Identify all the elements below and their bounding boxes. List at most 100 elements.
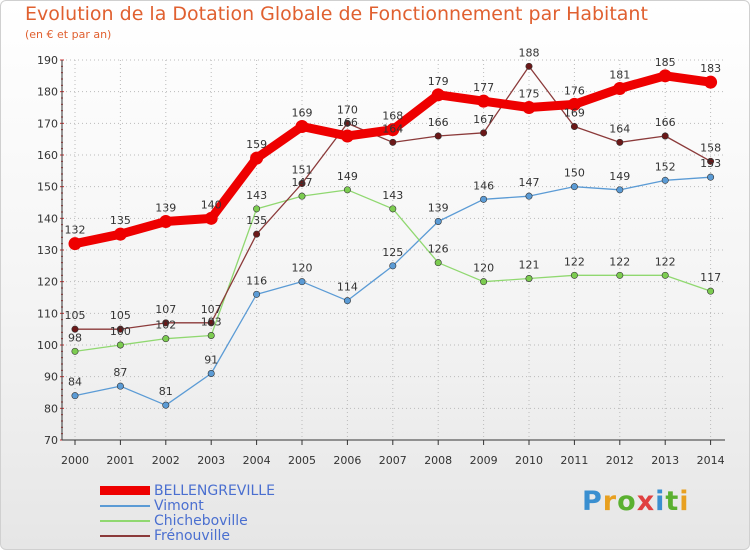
data-point	[386, 123, 400, 137]
data-label: 179	[428, 75, 449, 88]
logo-letter: x	[636, 486, 656, 517]
data-point	[250, 151, 264, 165]
data-label: 103	[201, 316, 222, 329]
data-label: 139	[155, 202, 176, 215]
data-label: 185	[655, 56, 676, 69]
logo-letter: o	[617, 486, 637, 517]
x-tick-label: 2010	[515, 454, 543, 467]
y-tick-label: 100	[37, 339, 58, 352]
data-point	[522, 101, 536, 114]
data-point	[570, 123, 578, 131]
data-label: 166	[655, 116, 676, 129]
data-point	[68, 237, 82, 251]
data-label: 153	[700, 157, 721, 170]
data-label: 135	[110, 214, 131, 227]
data-point	[116, 341, 124, 349]
x-tick-label: 2005	[288, 454, 316, 467]
y-tick-label: 160	[37, 149, 58, 162]
data-label: 120	[473, 262, 494, 275]
x-tick-label: 2000	[61, 454, 89, 467]
data-point	[295, 120, 309, 133]
x-tick-label: 2009	[470, 454, 498, 467]
data-label: 122	[564, 255, 585, 268]
data-label: 81	[159, 385, 173, 398]
y-tick-label: 170	[37, 117, 58, 130]
data-point	[707, 157, 715, 165]
x-tick-label: 2002	[152, 454, 180, 467]
data-point	[207, 331, 215, 339]
data-label: 147	[292, 176, 313, 189]
data-point	[707, 287, 715, 295]
data-label: 164	[609, 122, 630, 135]
proxiti-logo: Proxiti	[582, 486, 690, 517]
data-point	[207, 319, 215, 327]
data-label: 150	[564, 167, 585, 180]
x-tick-label: 2014	[697, 454, 725, 467]
data-label-layer: 84 87 81 91 116 120 114 125 139 146 147 150 149 152 15…	[65, 46, 722, 398]
y-tick-label: 80	[44, 402, 58, 415]
legend-swatch	[100, 486, 150, 495]
data-point	[116, 325, 124, 333]
data-point	[204, 211, 218, 225]
data-point	[570, 183, 578, 191]
data-label: 117	[700, 271, 721, 284]
x-tick-label: 2008	[424, 454, 452, 467]
data-label: 121	[519, 259, 540, 272]
x-tick-label: 2007	[379, 454, 407, 467]
data-point	[71, 325, 79, 333]
series-layer	[68, 62, 718, 409]
data-label: 181	[609, 69, 630, 82]
data-point	[525, 62, 533, 70]
y-tick-label: 180	[37, 86, 58, 99]
x-tick-label: 2001	[106, 454, 134, 467]
legend-entry: BELLENGREVILLE	[100, 482, 275, 499]
y-tick-label: 130	[37, 244, 58, 257]
data-point	[340, 129, 354, 143]
y-tick-label: 90	[44, 371, 58, 384]
data-label: 188	[519, 46, 540, 59]
legend-label: Chicheboville	[154, 512, 248, 529]
data-label: 159	[246, 138, 267, 151]
x-tick-label: 2012	[606, 454, 634, 467]
data-label: 143	[246, 189, 267, 202]
x-tick-label: 2013	[651, 454, 679, 467]
data-point	[613, 82, 627, 95]
data-label: 169	[292, 107, 313, 120]
data-label: 149	[337, 170, 358, 183]
legend-label: BELLENGREVILLE	[154, 482, 275, 499]
data-label: 107	[155, 303, 176, 316]
x-tick-label: 2004	[243, 454, 271, 467]
data-point	[159, 215, 173, 228]
data-point	[434, 218, 442, 226]
x-tick-label: 2011	[560, 454, 588, 467]
data-label: 114	[337, 281, 358, 294]
data-point	[707, 173, 715, 181]
logo-letter: i	[679, 486, 690, 517]
data-point	[71, 347, 79, 355]
data-point	[661, 271, 669, 279]
x-tick-label: 2003	[197, 454, 225, 467]
data-point	[253, 230, 261, 238]
x-tick-label: 2006	[333, 454, 361, 467]
data-point	[570, 271, 578, 279]
y-tick-label: 70	[44, 434, 58, 447]
data-label: 169	[564, 107, 585, 120]
data-point	[389, 262, 397, 270]
data-label: 91	[204, 354, 218, 367]
data-label: 183	[700, 62, 721, 75]
data-point	[298, 278, 306, 286]
data-point	[661, 176, 669, 184]
data-label: 98	[68, 331, 82, 344]
data-label: 102	[155, 319, 176, 332]
data-point	[480, 195, 488, 203]
data-label: 140	[201, 198, 222, 211]
data-point	[434, 259, 442, 267]
chart-subtitle: (en € et par an)	[25, 28, 112, 41]
data-point	[162, 401, 170, 409]
data-point	[113, 227, 127, 241]
data-label: 125	[382, 246, 403, 259]
data-label: 143	[382, 189, 403, 202]
data-point	[567, 97, 581, 111]
data-point	[704, 75, 718, 89]
data-label: 164	[382, 122, 403, 135]
